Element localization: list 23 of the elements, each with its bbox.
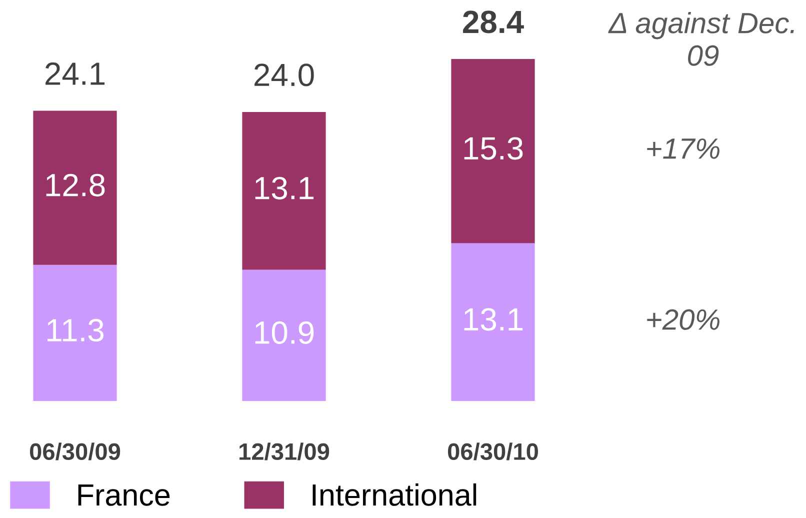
text: Δ against Dec. 09 xyxy=(608,12,794,66)
data-label: 13.1 xyxy=(255,176,314,200)
total-label: 24.0 xyxy=(254,64,314,86)
legend-label: International xyxy=(312,483,476,506)
bar xyxy=(451,243,535,401)
text: +20% xyxy=(647,309,720,330)
data-label: 13.1 xyxy=(464,308,523,331)
bar xyxy=(451,59,535,244)
data-label: 11.3 xyxy=(48,318,104,342)
x-tick-label: 06/30/10 xyxy=(448,442,538,460)
text: +17% xyxy=(647,138,720,159)
total-label: 28.4 xyxy=(463,10,524,34)
data-label: 12.8 xyxy=(46,174,105,196)
data-label: 15.3 xyxy=(464,137,523,160)
x-tick-label: 12/31/09 xyxy=(240,442,330,460)
x-tick-label: 06/30/09 xyxy=(30,442,120,460)
bar xyxy=(242,112,326,270)
total-label: 24.1 xyxy=(46,62,105,85)
bar xyxy=(33,110,117,265)
data-label: 10.9 xyxy=(255,321,314,344)
bar xyxy=(33,264,117,401)
bar xyxy=(242,270,326,401)
legend-label: France xyxy=(78,484,170,506)
